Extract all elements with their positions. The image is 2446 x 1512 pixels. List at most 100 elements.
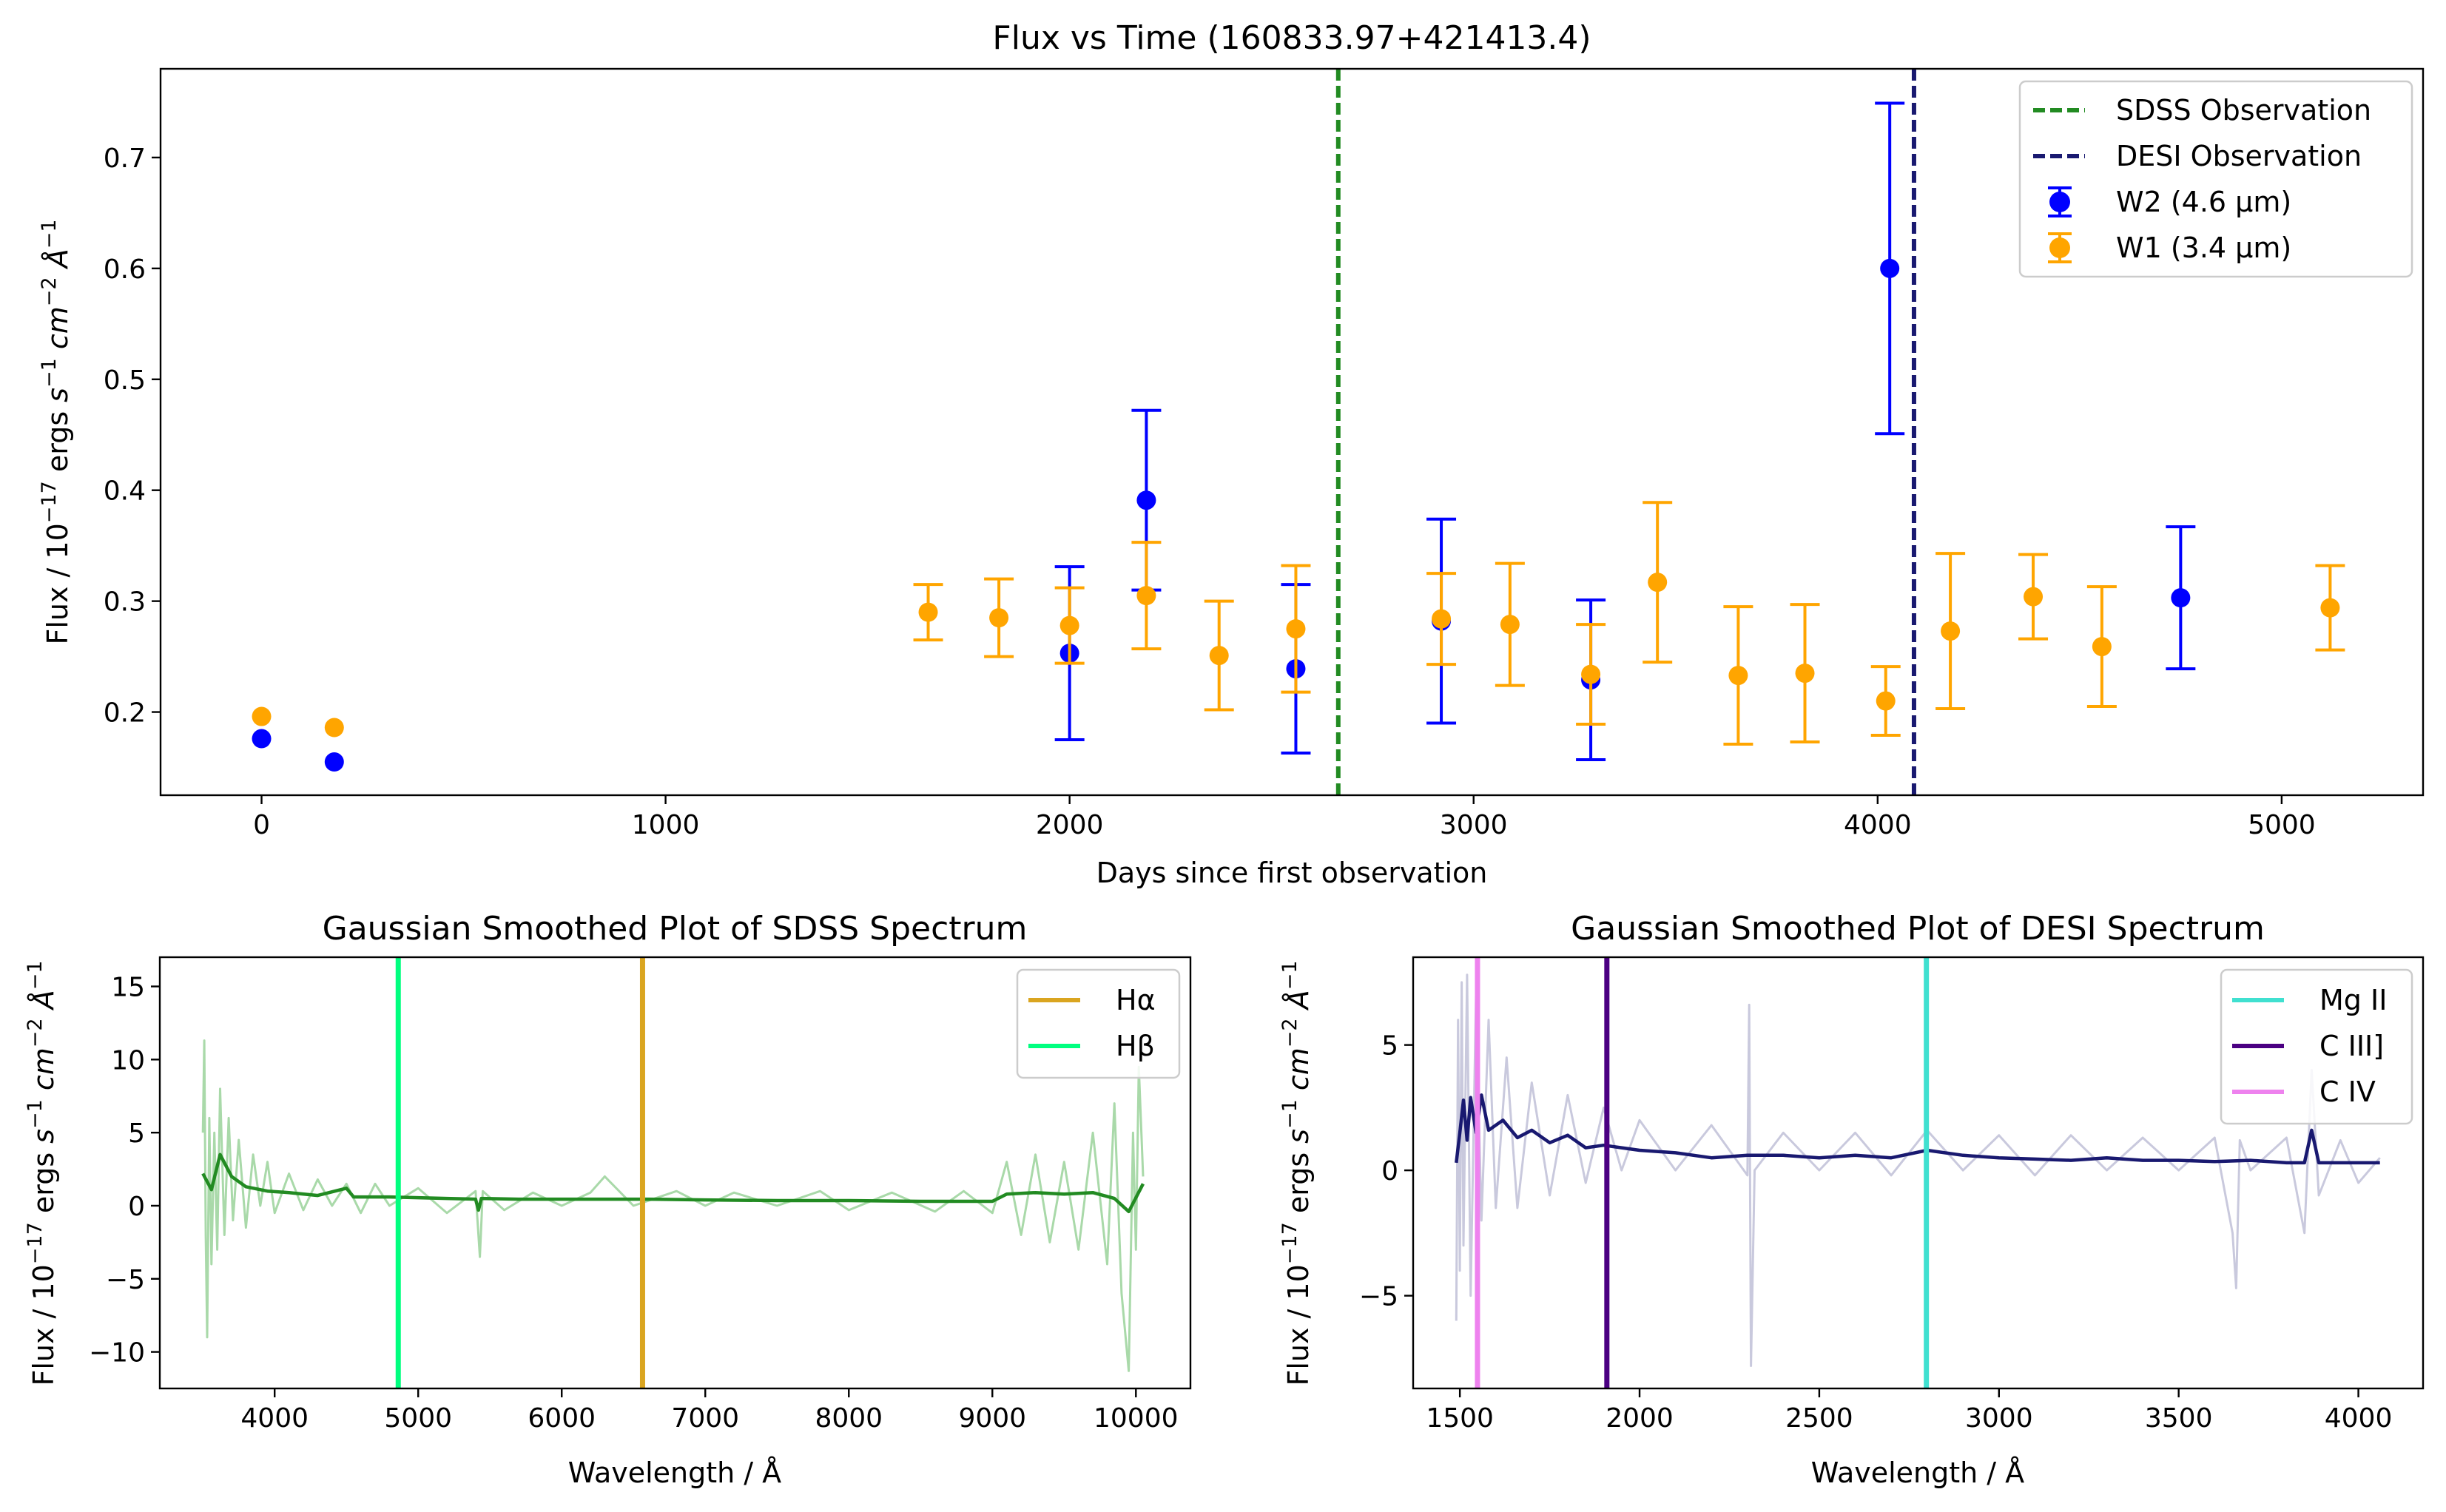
w1-point	[1209, 646, 1229, 666]
w1-point	[252, 706, 272, 726]
w1-point	[1059, 615, 1079, 635]
w1-point	[918, 602, 938, 622]
desi-xtick-label: 4000	[2325, 1403, 2393, 1434]
desi-marks	[1455, 957, 2381, 1388]
legend-w2-swatch	[2048, 186, 2072, 217]
sdss-spectrum-panel: Gaussian Smoothed Plot of SDSS Spectrum …	[24, 910, 1192, 1489]
desi-ytick-label: 5	[1381, 1031, 1398, 1062]
w1-point	[1795, 664, 1815, 684]
flux-vs-time-xlabel: Days since first observation	[1096, 857, 1488, 889]
flux-vs-time-title: Flux vs Time (160833.97+421413.4)	[992, 19, 1591, 57]
w1-point	[989, 608, 1009, 628]
sdss-xtick-label: 9000	[958, 1403, 1026, 1434]
legend-halpha: Hα	[1116, 984, 1156, 1016]
flux-vs-time-ticks: 0 1000 2000 3000 4000 5000 0.2 0.3 0.4 0.5 0.6 0.7	[104, 144, 2316, 840]
flux-vs-time-ytick-label: 0.2	[104, 698, 146, 729]
flux-vs-time-ytick-label: 0.5	[104, 365, 146, 396]
w1-point	[2024, 587, 2044, 607]
flux-vs-time-ytick-label: 0.3	[104, 587, 146, 618]
legend-w2: W2 (4.6 µm)	[2116, 186, 2291, 218]
w1-point	[1941, 621, 1961, 641]
desi-xtick-label: 3000	[1965, 1403, 2033, 1434]
legend-hbeta: Hβ	[1116, 1030, 1155, 1062]
flux-vs-time-xtick-label: 0	[253, 810, 270, 840]
sdss-frame	[158, 956, 1192, 1390]
sdss-spectrum-xlabel: Wavelength / Å	[568, 1457, 781, 1489]
flux-vs-time-xtick-label: 5000	[2248, 810, 2316, 840]
w1-point	[1581, 664, 1601, 684]
sdss-marks	[201, 957, 1145, 1388]
legend-desi-observation: DESI Observation	[2116, 140, 2362, 172]
sdss-legend: Hα Hβ	[1016, 968, 1181, 1079]
sdss-legend-box	[1016, 968, 1181, 1079]
desi-spectrum-xlabel: Wavelength / Å	[1811, 1457, 2024, 1489]
sdss-xtick-label: 8000	[815, 1403, 883, 1434]
flux-vs-time-xtick-label: 4000	[1844, 810, 1912, 840]
flux-vs-time-xtick-label: 1000	[632, 810, 700, 840]
w2-point	[252, 729, 272, 749]
sdss-ytick-label: 5	[128, 1118, 145, 1149]
w1-point	[1432, 609, 1452, 629]
desi-xtick-label: 3500	[2145, 1403, 2213, 1434]
flux-vs-time-panel: Flux vs Time (160833.97+421413.4) Days s…	[38, 19, 2425, 889]
w1-point	[1728, 666, 1748, 686]
sdss-ticks: 4000 5000 6000 7000 8000 9000 10000 −10 −5 0 5 10 15	[89, 973, 1179, 1434]
sdss-xtick-label: 7000	[671, 1403, 739, 1434]
flux-vs-time-ylabel: Flux / 10−17 ergs s−1 cm−2 Å−1	[38, 219, 74, 644]
desi-ytick-label: −5	[1359, 1282, 1398, 1312]
sdss-xtick-label: 4000	[240, 1403, 309, 1434]
w1-point	[324, 718, 344, 738]
w2-point	[1880, 258, 1900, 278]
w2-point	[2171, 588, 2191, 608]
w2-point	[1136, 490, 1156, 510]
flux-vs-time-ytick-label: 0.4	[104, 476, 146, 507]
legend-civ: C IV	[2319, 1076, 2376, 1108]
sdss-ytick-label: 15	[111, 973, 145, 1003]
sdss-raw-spectrum	[201, 1039, 1145, 1372]
sdss-ytick-label: −5	[106, 1265, 145, 1295]
flux-vs-time-frame	[159, 67, 2425, 797]
w1-point	[1648, 573, 1668, 593]
desi-ytick-label: 0	[1381, 1156, 1398, 1187]
flux-vs-time-legend: SDSS Observation DESI Observation W2 (4.…	[2018, 80, 2413, 278]
sdss-ytick-label: −10	[89, 1338, 145, 1368]
sdss-ytick-label: 10	[111, 1045, 145, 1076]
flux-vs-time-xtick-label: 2000	[1036, 810, 1104, 840]
desi-legend: Mg II C III] C IV	[2220, 968, 2413, 1125]
w1-point	[2092, 637, 2112, 657]
sdss-xtick-label: 5000	[384, 1403, 452, 1434]
flux-vs-time-xtick-label: 3000	[1440, 810, 1508, 840]
sdss-smoothed-spectrum	[201, 1152, 1145, 1214]
flux-vs-time-ytick-label: 0.6	[104, 254, 146, 285]
desi-smoothed-spectrum	[1455, 1093, 2380, 1165]
desi-spectrum-title: Gaussian Smoothed Plot of DESI Spectrum	[1571, 910, 2265, 948]
sdss-ytick-label: 0	[128, 1192, 145, 1222]
legend-ciii: C III]	[2319, 1030, 2384, 1062]
desi-spectrum-panel: Gaussian Smoothed Plot of DESI Spectrum …	[1278, 910, 2425, 1489]
legend-w1: W1 (3.4 µm)	[2116, 232, 2291, 264]
w1-point	[1286, 619, 1306, 639]
w1-point	[2320, 598, 2340, 618]
legend-w1-swatch	[2048, 232, 2072, 263]
flux-vs-time-observation-lines	[1335, 69, 1916, 795]
desi-legend-box	[2220, 968, 2413, 1125]
w2-point	[324, 752, 344, 772]
w1-point	[1876, 691, 1896, 711]
legend-sdss-observation: SDSS Observation	[2116, 94, 2371, 126]
desi-xtick-label: 2000	[1606, 1403, 1674, 1434]
flux-vs-time-ytick-label: 0.7	[104, 144, 146, 174]
sdss-xtick-label: 6000	[528, 1403, 596, 1434]
w1-point	[1500, 615, 1520, 635]
desi-xtick-label: 1500	[1426, 1403, 1494, 1434]
sdss-spectrum-title: Gaussian Smoothed Plot of SDSS Spectrum	[323, 910, 1028, 948]
desi-xtick-label: 2500	[1785, 1403, 1853, 1434]
legend-box	[2018, 80, 2413, 278]
desi-ticks: 1500 2000 2500 3000 3500 4000 −5 0 5	[1359, 1031, 2392, 1434]
sdss-xtick-label: 10000	[1094, 1403, 1179, 1434]
legend-mgii: Mg II	[2319, 984, 2387, 1016]
desi-frame	[1412, 956, 2425, 1390]
w1-point	[1136, 586, 1156, 606]
flux-vs-time-marks	[252, 101, 2345, 772]
desi-raw-spectrum	[1455, 973, 2381, 1367]
